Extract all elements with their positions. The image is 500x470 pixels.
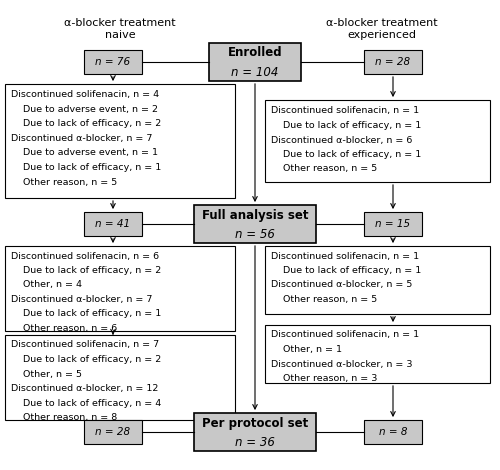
Text: Due to lack of efficacy, n = 1: Due to lack of efficacy, n = 1 (11, 163, 161, 172)
Text: Discontinued α-blocker, n = 7: Discontinued α-blocker, n = 7 (11, 134, 152, 143)
Text: n = 56: n = 56 (235, 227, 275, 241)
Text: n = 41: n = 41 (96, 219, 130, 229)
Text: Discontinued α-blocker, n = 3: Discontinued α-blocker, n = 3 (271, 360, 412, 368)
Text: Other, n = 4: Other, n = 4 (11, 281, 82, 290)
Text: Other, n = 5: Other, n = 5 (11, 369, 82, 378)
Text: n = 104: n = 104 (232, 65, 278, 78)
FancyBboxPatch shape (5, 84, 235, 198)
FancyBboxPatch shape (209, 43, 301, 81)
Text: Discontinued α-blocker, n = 5: Discontinued α-blocker, n = 5 (271, 281, 412, 290)
FancyBboxPatch shape (5, 335, 235, 420)
Text: Due to lack of efficacy, n = 1: Due to lack of efficacy, n = 1 (271, 150, 421, 159)
Text: α-blocker treatment
experienced: α-blocker treatment experienced (326, 18, 438, 39)
FancyBboxPatch shape (5, 246, 235, 331)
Text: Due to lack of efficacy, n = 1: Due to lack of efficacy, n = 1 (271, 121, 421, 130)
FancyBboxPatch shape (265, 246, 490, 314)
Text: Discontinued α-blocker, n = 12: Discontinued α-blocker, n = 12 (11, 384, 158, 393)
Text: Per protocol set: Per protocol set (202, 416, 308, 430)
Text: Due to lack of efficacy, n = 2: Due to lack of efficacy, n = 2 (11, 266, 161, 275)
Text: Discontinued solifenacin, n = 1: Discontinued solifenacin, n = 1 (271, 251, 419, 260)
Text: Other reason, n = 3: Other reason, n = 3 (271, 374, 378, 383)
Text: Discontinued solifenacin, n = 4: Discontinued solifenacin, n = 4 (11, 91, 159, 100)
Text: α-blocker treatment
naive: α-blocker treatment naive (64, 18, 176, 39)
Text: Other reason, n = 8: Other reason, n = 8 (11, 413, 117, 422)
Text: Discontinued solifenacin, n = 6: Discontinued solifenacin, n = 6 (11, 251, 159, 260)
Text: Other reason, n = 5: Other reason, n = 5 (271, 295, 378, 304)
Text: Other, n = 1: Other, n = 1 (271, 345, 342, 354)
Text: Enrolled: Enrolled (228, 47, 282, 60)
Text: n = 36: n = 36 (235, 436, 275, 448)
FancyBboxPatch shape (364, 420, 422, 444)
Text: n = 8: n = 8 (379, 427, 407, 437)
Text: n = 28: n = 28 (96, 427, 130, 437)
Text: Other reason, n = 5: Other reason, n = 5 (271, 164, 378, 173)
Text: n = 28: n = 28 (376, 57, 410, 67)
Text: n = 76: n = 76 (96, 57, 130, 67)
Text: Due to adverse event, n = 1: Due to adverse event, n = 1 (11, 149, 158, 157)
FancyBboxPatch shape (84, 212, 142, 236)
Text: Due to lack of efficacy, n = 2: Due to lack of efficacy, n = 2 (11, 355, 161, 364)
FancyBboxPatch shape (364, 50, 422, 74)
Text: Discontinued solifenacin, n = 1: Discontinued solifenacin, n = 1 (271, 107, 419, 116)
FancyBboxPatch shape (364, 212, 422, 236)
Text: Discontinued α-blocker, n = 6: Discontinued α-blocker, n = 6 (271, 135, 412, 144)
Text: Discontinued α-blocker, n = 7: Discontinued α-blocker, n = 7 (11, 295, 152, 304)
Text: Due to lack of efficacy, n = 4: Due to lack of efficacy, n = 4 (11, 399, 161, 407)
Text: Due to lack of efficacy, n = 1: Due to lack of efficacy, n = 1 (11, 310, 161, 319)
Text: n = 15: n = 15 (376, 219, 410, 229)
Text: Due to adverse event, n = 2: Due to adverse event, n = 2 (11, 105, 158, 114)
Text: Due to lack of efficacy, n = 1: Due to lack of efficacy, n = 1 (271, 266, 421, 275)
FancyBboxPatch shape (194, 413, 316, 451)
Text: Due to lack of efficacy, n = 2: Due to lack of efficacy, n = 2 (11, 119, 161, 128)
FancyBboxPatch shape (265, 325, 490, 383)
Text: Discontinued solifenacin, n = 1: Discontinued solifenacin, n = 1 (271, 330, 419, 339)
Text: Other reason, n = 5: Other reason, n = 5 (11, 178, 117, 187)
FancyBboxPatch shape (84, 420, 142, 444)
Text: Full analysis set: Full analysis set (202, 209, 308, 221)
Text: Other reason, n = 6: Other reason, n = 6 (11, 324, 117, 333)
Text: Discontinued solifenacin, n = 7: Discontinued solifenacin, n = 7 (11, 340, 159, 350)
FancyBboxPatch shape (194, 205, 316, 243)
FancyBboxPatch shape (265, 100, 490, 182)
FancyBboxPatch shape (84, 50, 142, 74)
